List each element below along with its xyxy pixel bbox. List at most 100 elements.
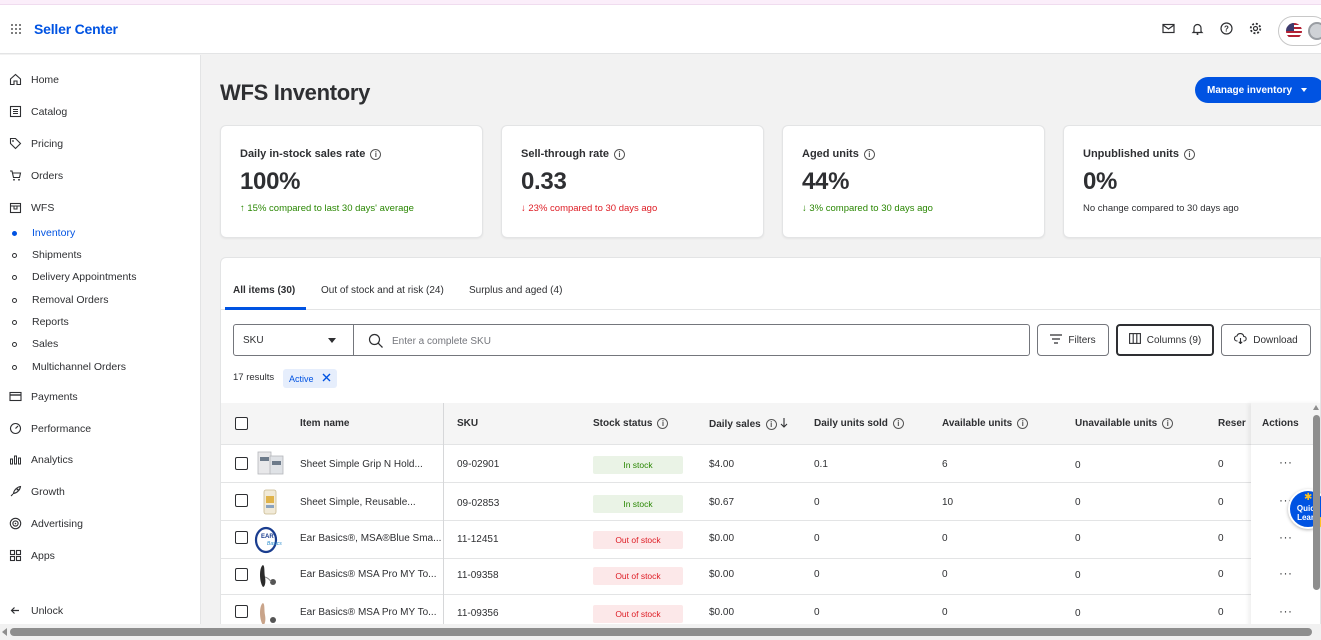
info-icon[interactable]: i	[657, 418, 669, 429]
tab-bar: All items (30) Out of stock and at risk …	[221, 258, 1320, 310]
reserved-value: 0	[1218, 569, 1224, 580]
sidebar-sub-multichannel-orders[interactable]: Multichannel Orders	[12, 361, 126, 373]
avatar	[1308, 22, 1321, 40]
columns-button[interactable]: Columns (9)	[1116, 324, 1214, 356]
col-unavailable-units[interactable]: Unavailable units i	[1075, 418, 1174, 429]
sidebar-item-analytics[interactable]: Analytics	[9, 453, 73, 466]
bell-icon[interactable]	[1191, 22, 1204, 35]
chevron-down-icon	[328, 338, 336, 343]
info-icon[interactable]: i	[1017, 418, 1029, 429]
table-row[interactable]: Ear Basics® MSA Pro MY To... 11-09356 Ou…	[221, 596, 1320, 633]
daily-sales-value: $0.00	[709, 569, 735, 580]
info-icon[interactable]: i	[892, 418, 904, 429]
row-checkbox[interactable]	[235, 568, 248, 581]
filter-icon	[1050, 333, 1063, 347]
sidebar-sub-delivery-appointments[interactable]: Delivery Appointments	[12, 271, 136, 283]
sidebar-item-advertising[interactable]: Advertising	[9, 517, 83, 530]
metric-delta: ↑ 15% compared to last 30 days' average	[240, 203, 414, 214]
scroll-thumb[interactable]	[1313, 415, 1320, 590]
sidebar-item-payments[interactable]: Payments	[9, 390, 78, 403]
reserved-value: 0	[1218, 459, 1224, 470]
sort-down-icon[interactable]	[780, 418, 788, 431]
sidebar-sub-removal-orders[interactable]: Removal Orders	[12, 294, 108, 306]
info-icon[interactable]: i	[1162, 418, 1174, 429]
grid-icon[interactable]	[11, 24, 22, 35]
item-name[interactable]: Sheet Simple, Reusable...	[300, 497, 416, 508]
sidebar-item-orders[interactable]: Orders	[9, 169, 63, 182]
col-available-units[interactable]: Available units i	[942, 418, 1029, 429]
mail-icon[interactable]	[1162, 22, 1175, 35]
apps-icon	[9, 549, 22, 562]
sidebar-sub-inventory[interactable]: Inventory	[12, 227, 75, 239]
table-row[interactable]: Sheet Simple Grip N Hold... 09-02901 In …	[221, 446, 1320, 483]
gear-icon[interactable]	[1249, 22, 1262, 35]
sidebar-sub-shipments[interactable]: Shipments	[12, 249, 82, 261]
filters-button[interactable]: Filters	[1037, 324, 1109, 356]
item-name[interactable]: Ear Basics®, MSA®Blue Sma...	[300, 533, 442, 544]
rocket-icon	[9, 485, 22, 498]
sidebar-unlock[interactable]: Unlock	[9, 604, 63, 617]
info-icon[interactable]: i	[1183, 148, 1195, 160]
sidebar-item-growth[interactable]: Growth	[9, 485, 65, 498]
sidebar-item-home[interactable]: Home	[9, 73, 59, 86]
horizontal-scrollbar[interactable]	[0, 624, 1321, 640]
sidebar-item-apps[interactable]: Apps	[9, 549, 55, 562]
sidebar-sub-reports[interactable]: Reports	[12, 316, 69, 328]
table-row[interactable]: Sheet Simple, Reusable... 09-02853 In st…	[221, 484, 1320, 521]
tab-out-of-stock[interactable]: Out of stock and at risk (24)	[321, 285, 444, 296]
cloud-download-icon	[1234, 333, 1247, 347]
close-icon[interactable]	[322, 373, 331, 384]
vertical-scrollbar[interactable]	[1312, 405, 1321, 620]
row-actions-icon[interactable]: ···	[1279, 530, 1293, 544]
manage-inventory-button[interactable]: Manage inventory	[1195, 77, 1321, 103]
units-sold-value: 0	[814, 569, 820, 580]
sidebar-item-performance[interactable]: Performance	[9, 422, 91, 435]
table-row[interactable]: Ear Basics® MSA Pro MY To... 11-09358 Ou…	[221, 558, 1320, 595]
item-name[interactable]: Ear Basics® MSA Pro MY To...	[300, 569, 437, 580]
sidebar-item-catalog[interactable]: Catalog	[9, 105, 67, 118]
filter-chip-active[interactable]: Active	[283, 369, 337, 388]
row-actions-icon[interactable]: ···	[1279, 566, 1293, 580]
col-item-name[interactable]: Item name	[300, 418, 350, 429]
status-badge: In stock	[593, 495, 683, 513]
col-daily-units-sold[interactable]: Daily units sold i	[814, 418, 904, 429]
col-sku[interactable]: SKU	[457, 418, 479, 429]
sidebar-sub-sales[interactable]: Sales	[12, 338, 58, 350]
info-icon[interactable]: i	[863, 148, 875, 160]
scroll-thumb[interactable]	[10, 628, 1312, 636]
active-dot	[12, 230, 17, 236]
search-field-select[interactable]: SKU	[233, 324, 354, 356]
info-icon[interactable]: i	[765, 419, 777, 430]
row-actions-icon[interactable]: ···	[1279, 455, 1293, 469]
unavailable-value: 0	[1075, 533, 1081, 544]
table-row[interactable]: EAR Basics Ear Basics®, MSA®Blue Sma... 1…	[221, 522, 1320, 559]
col-daily-sales[interactable]: Daily sales i	[709, 418, 788, 431]
row-checkbox[interactable]	[235, 531, 248, 544]
info-icon[interactable]: i	[614, 148, 626, 160]
arrow-left-icon	[9, 604, 22, 617]
metric-delta: ↓ 23% compared to 30 days ago	[521, 203, 658, 214]
sidebar-item-wfs[interactable]: WFS	[9, 201, 54, 214]
row-checkbox[interactable]	[235, 605, 248, 618]
item-name[interactable]: Sheet Simple Grip N Hold...	[300, 459, 423, 470]
scroll-left-icon[interactable]	[2, 628, 7, 636]
info-icon[interactable]: i	[370, 148, 382, 160]
col-stock-status[interactable]: Stock status i	[593, 418, 669, 429]
metric-card-unpublished: Unpublished units i 0% No change compared…	[1063, 125, 1321, 238]
brand-logo[interactable]: Seller Center	[34, 21, 118, 37]
item-name[interactable]: Ear Basics® MSA Pro MY To...	[300, 607, 437, 618]
col-reserved[interactable]: Reser	[1218, 418, 1246, 429]
search-input[interactable]: Enter a complete SKU	[353, 324, 1030, 356]
tab-surplus-aged[interactable]: Surplus and aged (4)	[469, 285, 563, 296]
account-menu[interactable]	[1278, 16, 1321, 46]
download-button[interactable]: Download	[1221, 324, 1311, 356]
scroll-up-icon[interactable]	[1313, 405, 1319, 410]
table-header: Item name SKU Stock status i Daily sales i…	[221, 403, 1320, 445]
help-icon[interactable]: ?	[1220, 22, 1233, 35]
select-all-checkbox[interactable]	[235, 417, 248, 430]
tab-all-items[interactable]: All items (30)	[233, 285, 296, 296]
row-checkbox[interactable]	[235, 457, 248, 470]
row-checkbox[interactable]	[235, 494, 248, 507]
sidebar-item-pricing[interactable]: Pricing	[9, 137, 63, 150]
row-actions-icon[interactable]: ···	[1279, 604, 1293, 618]
